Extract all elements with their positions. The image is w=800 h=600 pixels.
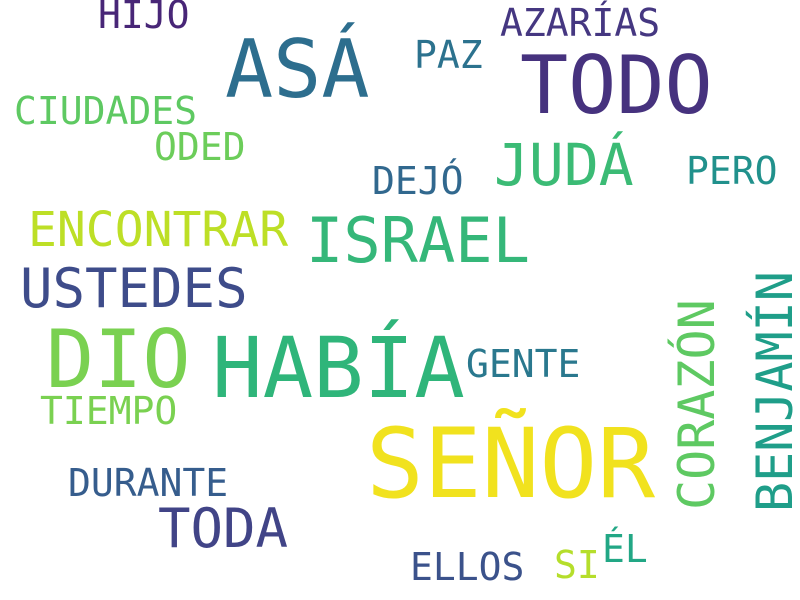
word-dio: DIO — [46, 313, 191, 406]
word-corazon: CORAZÓN — [668, 299, 726, 510]
word-paz: PAZ — [414, 33, 483, 77]
word-israel: ISRAEL — [306, 204, 530, 277]
word-tiempo: TIEMPO — [40, 389, 178, 433]
word-habia: HABÍA — [212, 319, 465, 417]
word-ciudades: CIUDADES — [14, 89, 198, 133]
word-todo: TODO — [520, 39, 713, 132]
word-benjamin: BENJAMÍN — [746, 271, 800, 512]
word-el: ÉL — [602, 527, 648, 571]
word-durante: DURANTE — [68, 461, 229, 505]
word-ustedes: USTEDES — [20, 257, 248, 320]
word-oded: ODED — [154, 125, 246, 169]
word-encontrar: ENCONTRAR — [28, 202, 289, 258]
word-dejo: DEJÓ — [372, 159, 464, 203]
word-si: SI — [554, 543, 600, 587]
word-gente: GENTE — [466, 342, 581, 386]
word-juda: JUDÁ — [494, 131, 634, 199]
word-pero: PERO — [686, 149, 778, 193]
word-azarias: AZARÍAS — [500, 1, 661, 45]
word-ellos: ELLOS — [410, 545, 525, 589]
word-senor: SEÑOR — [366, 408, 655, 520]
word-asa: ASÁ — [225, 23, 370, 116]
word-hijo: HIJO — [98, 0, 190, 37]
word-toda: TODA — [158, 497, 289, 560]
